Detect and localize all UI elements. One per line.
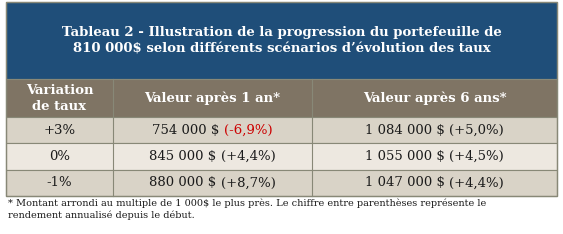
Text: 1 047 000 $: 1 047 000 $	[365, 176, 449, 190]
Text: Variation
de taux: Variation de taux	[26, 84, 93, 113]
Bar	[6, 79, 557, 117]
Text: 0%: 0%	[49, 150, 70, 163]
Text: (-6,9%): (-6,9%)	[224, 124, 272, 137]
Text: 1 084 000 $: 1 084 000 $	[365, 124, 449, 137]
Bar	[6, 2, 557, 79]
Text: Valeur après 6 ans*: Valeur après 6 ans*	[363, 91, 507, 105]
Text: 754 000 $: 754 000 $	[153, 124, 224, 137]
Text: (+4,4%): (+4,4%)	[221, 150, 276, 163]
Text: (+4,4%): (+4,4%)	[449, 176, 504, 190]
Text: 1 055 000 $: 1 055 000 $	[365, 150, 449, 163]
Text: (+4,5%): (+4,5%)	[449, 150, 504, 163]
Text: 880 000 $: 880 000 $	[149, 176, 221, 190]
Text: -1%: -1%	[47, 176, 72, 190]
Bar	[6, 170, 557, 196]
Text: Tableau 2 - Illustration de la progression du portefeuille de
810 000$ selon dif: Tableau 2 - Illustration de la progressi…	[61, 26, 502, 55]
Bar	[6, 143, 557, 170]
Text: (+5,0%): (+5,0%)	[449, 124, 504, 137]
Text: (+8,7%): (+8,7%)	[221, 176, 276, 190]
Text: 845 000 $: 845 000 $	[149, 150, 221, 163]
Text: * Montant arrondi au multiple de 1 000$ le plus près. Le chiffre entre parenthès: * Montant arrondi au multiple de 1 000$ …	[8, 198, 486, 220]
Bar	[6, 2, 557, 196]
Bar	[6, 117, 557, 143]
Text: Valeur après 1 an*: Valeur après 1 an*	[145, 91, 280, 105]
Text: +3%: +3%	[43, 124, 75, 137]
